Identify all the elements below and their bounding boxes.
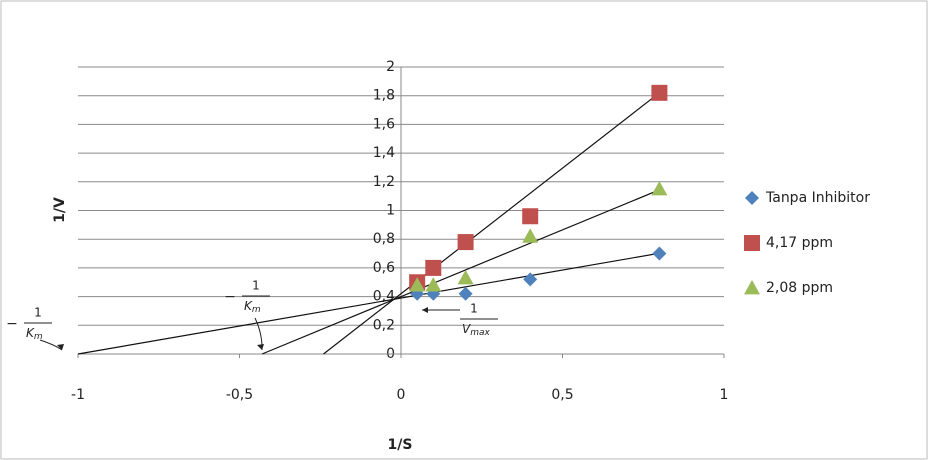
annotation-subscript: max <box>470 328 490 338</box>
marker <box>651 85 667 101</box>
legend-label: Tanpa Inhibitor <box>765 190 870 206</box>
y-tick-label: 0,8 <box>373 231 395 247</box>
marker <box>425 260 441 276</box>
annotation-numerator: 1 <box>34 306 42 320</box>
annotation-numerator: 1 <box>470 302 478 316</box>
y-tick-label: 0,6 <box>373 260 395 276</box>
x-tick-label: 0,5 <box>551 387 573 403</box>
marker <box>744 235 760 251</box>
y-tick-label: 1,2 <box>373 174 395 190</box>
marker <box>458 234 474 250</box>
x-tick-label: 0 <box>397 387 406 403</box>
y-axis-label: 1/V <box>52 197 68 223</box>
chart-frame <box>1 1 927 459</box>
y-tick-label: 1,6 <box>373 116 395 132</box>
annotation-minus: − <box>6 316 18 332</box>
annotation-minus: − <box>224 289 236 305</box>
annotation-numerator: 1 <box>252 279 260 293</box>
annotation-subscript: m <box>252 305 261 315</box>
x-axis-label: 1/S <box>388 437 413 453</box>
x-tick-label: -0,5 <box>226 387 253 403</box>
x-tick-label: -1 <box>71 387 85 403</box>
y-tick-label: 1 <box>386 203 395 219</box>
x-tick-label: 1 <box>720 387 729 403</box>
legend-label: 4,17 ppm <box>766 235 833 251</box>
marker <box>522 208 538 224</box>
y-tick-label: 2 <box>386 59 395 75</box>
y-tick-label: 1,8 <box>373 88 395 104</box>
y-tick-label: 1,4 <box>373 145 395 161</box>
y-tick-label: 0,2 <box>373 317 395 333</box>
legend-label: 2,08 ppm <box>766 280 833 296</box>
chart: 1/V 1/S 00,20,40,60,811,21,41,61,82-1-0,… <box>0 0 928 460</box>
